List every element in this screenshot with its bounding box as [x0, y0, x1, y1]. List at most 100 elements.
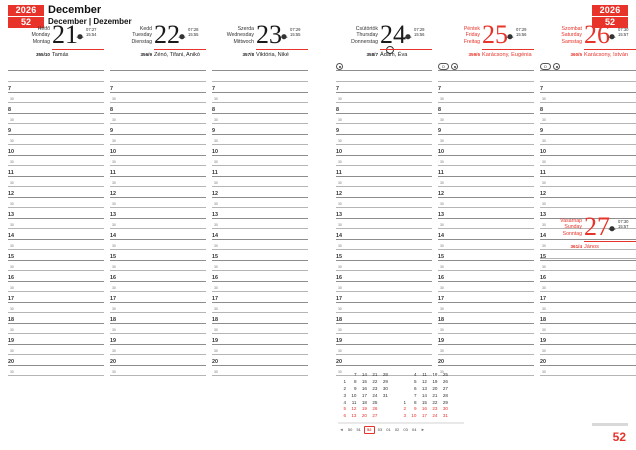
mini-calendar-day[interactable]: 17 — [361, 392, 367, 398]
mini-calendar-day[interactable]: 3 — [403, 413, 406, 419]
mini-calendar-day[interactable]: 25 — [372, 399, 378, 405]
day-column-monday[interactable]: Hétfő Monday Montag 21 07:27 15:54 355/10 Tamás… — [8, 22, 104, 376]
mini-calendar-day[interactable]: 16 — [361, 385, 367, 391]
week-prev-arrow[interactable]: ◄ — [339, 427, 344, 433]
mini-calendar-day[interactable]: 6 — [413, 385, 417, 391]
mini-calendar-day[interactable]: 24 — [432, 413, 438, 419]
mini-calendar-day[interactable]: 23 — [432, 406, 438, 412]
mini-calendar-day[interactable]: 17 — [421, 413, 427, 419]
day-column-friday[interactable]: Péntek Friday Freitag 25 07:29 15:56 359/6 Kará… — [438, 22, 534, 376]
mini-calendar-day[interactable]: 15 — [361, 378, 367, 384]
mini-calendar-day[interactable]: 19 — [361, 406, 367, 412]
week-number[interactable]: 50 — [347, 427, 353, 433]
mini-calendar-day[interactable]: 13 — [351, 413, 357, 419]
mini-calendar-day[interactable]: 27 — [442, 385, 448, 391]
mini-calendar-day[interactable]: 1 — [403, 399, 406, 405]
mini-calendar-january[interactable]: ....123456789101112131415161718192021222… — [398, 372, 448, 420]
mini-calendar-day[interactable]: 22 — [432, 399, 438, 405]
mini-calendar-day[interactable]: 31 — [442, 413, 448, 419]
mini-calendar-day[interactable]: 11 — [422, 372, 427, 377]
mini-calendar-day[interactable]: 12 — [351, 406, 357, 412]
hour-label: 18 — [336, 317, 342, 323]
mini-calendar-day[interactable]: 29 — [382, 378, 388, 384]
hour-label: 9 — [540, 128, 543, 134]
day-column-saturday[interactable]: Szombat Saturday Samstag 26 07:30 15:57 360/5 K… — [540, 22, 636, 376]
mini-calendar-day[interactable]: 10 — [411, 413, 417, 419]
mini-calendar-day[interactable]: 9 — [353, 385, 357, 391]
half-hour-label: 30 — [214, 286, 218, 290]
mini-calendar-day[interactable]: 14 — [361, 372, 367, 377]
mini-calendar-day[interactable]: 29 — [442, 399, 448, 405]
mini-calendar-day[interactable]: 27 — [372, 413, 378, 419]
holiday-dot-badge — [553, 63, 561, 70]
hour-label: 11 — [110, 170, 116, 176]
mini-calendar-day[interactable]: 28 — [382, 372, 388, 377]
mini-calendar-day[interactable]: 30 — [382, 385, 388, 391]
time-grid[interactable]: 7 30 8 30 9 30 10 30 11 30 12 30 13 30 14 30 15 30 16 30 17 3… — [336, 26, 432, 426]
day-column-sunday[interactable]: Vasárnap Sunday Sonntag 27 07:30 15:57 361/4 Já… — [540, 214, 636, 259]
mini-calendar-day[interactable]: 18 — [432, 372, 438, 377]
mini-calendar-december[interactable]: .123456789101112131415161718192021222324… — [338, 372, 388, 420]
mini-calendar-day[interactable]: 3 — [343, 392, 346, 398]
hour-label: 18 — [438, 317, 444, 323]
day-column-tuesday[interactable]: Kedd Tuesday Dienstag 22 07:28 15:55 356/9 Zénó… — [110, 22, 206, 376]
mini-calendar-day[interactable]: 10 — [351, 392, 357, 398]
mini-calendar-day[interactable]: 26 — [442, 378, 448, 384]
mini-calendar-day[interactable]: 26 — [372, 406, 378, 412]
mini-calendar-day[interactable]: 6 — [343, 413, 346, 419]
week-number[interactable]: 52 — [363, 426, 375, 435]
mini-calendar-day[interactable]: 24 — [372, 392, 378, 398]
week-number[interactable]: 53 — [377, 427, 383, 433]
mini-calendar-day[interactable]: 2 — [403, 406, 406, 412]
mini-calendar-day[interactable]: 1 — [343, 378, 346, 384]
time-grid[interactable]: 7 30 8 30 9 30 10 30 11 30 12 30 13 30 14 30 15 30 16 30 17 3… — [8, 26, 104, 426]
time-grid[interactable]: 7 30 8 30 9 30 10 30 11 30 12 30 13 30 14 30 15 30 16 30 17 3… — [540, 26, 636, 426]
mini-calendar-day[interactable]: 7 — [353, 372, 357, 377]
week-number[interactable]: 04 — [412, 427, 417, 433]
mini-calendar-day[interactable]: 8 — [413, 399, 417, 405]
week-number-bar[interactable]: ◄ 50 51 52 53 01 02 03 04 ► — [338, 426, 464, 435]
week-number[interactable]: 02 — [394, 427, 400, 433]
mini-calendar-day[interactable]: 30 — [442, 406, 448, 412]
brand-week-left: 52 — [8, 17, 44, 28]
mini-calendar-day[interactable]: 21 — [372, 372, 378, 377]
mini-calendar-day[interactable]: 4 — [343, 399, 346, 405]
mini-calendar-day[interactable]: 2 — [343, 385, 346, 391]
mini-calendar-day[interactable]: 20 — [432, 385, 438, 391]
week-number[interactable]: 51 — [356, 427, 361, 433]
time-grid[interactable]: 7 30 8 30 9 30 10 30 11 30 12 30 13 30 14 30 15 30 16 30 17 3… — [438, 26, 534, 426]
mini-calendar-day[interactable]: 4 — [413, 372, 417, 377]
mini-calendar-day[interactable]: 7 — [413, 392, 417, 398]
mini-calendar-day[interactable]: 18 — [361, 399, 367, 405]
half-hour-label: 30 — [338, 160, 342, 164]
day-column-thursday[interactable]: Csütörtök Thursday Donnerstag 24 07:29 15:56 3… — [336, 22, 432, 376]
mini-calendar-day[interactable]: 21 — [432, 392, 438, 398]
mini-calendar-day[interactable]: 12 — [421, 378, 427, 384]
hour-label: 19 — [336, 338, 342, 344]
week-number[interactable]: 03 — [403, 427, 408, 433]
day-column-wednesday[interactable]: Szerda Wednesday Mittwoch 23 07:29 15:55 357/8… — [212, 22, 308, 376]
mini-calendar-day[interactable]: 5 — [343, 406, 346, 412]
mini-calendar-day[interactable]: 31 — [382, 392, 388, 398]
mini-calendar-day[interactable]: 23 — [372, 385, 378, 391]
mini-calendar-day[interactable]: 15 — [421, 399, 427, 405]
mini-calendar-day[interactable]: 8 — [353, 378, 357, 384]
hour-label: 14 — [110, 233, 116, 239]
mini-calendar-day[interactable]: 13 — [421, 385, 427, 391]
mini-calendar-day[interactable]: 19 — [432, 378, 438, 384]
time-grid[interactable]: 7 30 8 30 9 30 10 30 11 30 12 30 13 30 14 30 15 30 16 30 17 3… — [212, 26, 308, 426]
mini-calendar-day[interactable]: 22 — [372, 378, 378, 384]
mini-calendar-day[interactable]: 5 — [413, 378, 417, 384]
week-number[interactable]: 01 — [386, 427, 391, 433]
mini-calendar-day[interactable]: 9 — [413, 406, 417, 412]
sun-icon — [280, 28, 288, 40]
mini-calendar-day[interactable]: 28 — [442, 392, 448, 398]
mini-calendar-day[interactable]: 11 — [351, 399, 357, 405]
week-next-arrow[interactable]: ► — [420, 427, 425, 433]
mini-calendar-day[interactable]: 16 — [421, 406, 427, 412]
time-grid[interactable]: 7 30 8 30 9 30 10 30 11 30 12 30 13 30 14 30 15 30 16 30 17 3… — [110, 26, 206, 426]
mini-calendar-day[interactable]: 25 — [442, 372, 448, 377]
mini-calendar-day[interactable]: 14 — [421, 392, 427, 398]
mini-calendar-day[interactable]: 20 — [361, 413, 367, 419]
day-day-number: 21 — [52, 20, 78, 49]
